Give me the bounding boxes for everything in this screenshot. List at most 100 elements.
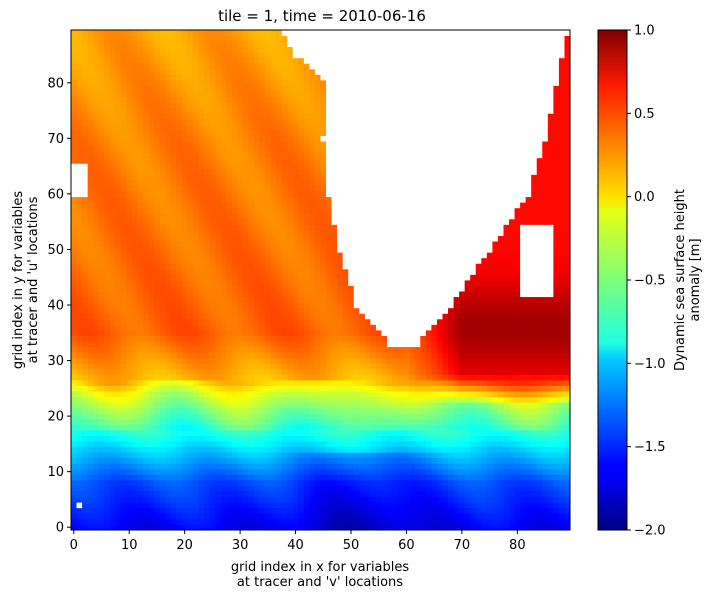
- heatmap-cell: [431, 341, 438, 348]
- heatmap-cell: [76, 257, 83, 264]
- land-cell: [464, 235, 471, 242]
- heatmap-cell: [292, 374, 299, 381]
- heatmap-cell: [370, 324, 377, 331]
- heatmap-cell: [82, 324, 89, 331]
- heatmap-cell: [509, 280, 515, 286]
- land-cell: [392, 330, 399, 336]
- heatmap-cell: [497, 380, 504, 386]
- heatmap-cell: [148, 335, 155, 342]
- heatmap-cell: [303, 324, 310, 331]
- land-cell: [403, 246, 410, 253]
- heatmap-cell: [198, 391, 205, 398]
- heatmap-cell: [425, 496, 432, 503]
- land-cell: [381, 280, 388, 286]
- heatmap-cell: [287, 368, 294, 375]
- heatmap-cell: [131, 513, 138, 520]
- heatmap-cell: [231, 485, 238, 492]
- heatmap-cell: [192, 380, 199, 386]
- heatmap-cell: [387, 524, 393, 531]
- heatmap-cell: [481, 263, 488, 270]
- land-cell: [420, 302, 427, 309]
- heatmap-cell: [165, 418, 172, 425]
- land-cell: [337, 230, 344, 236]
- heatmap-cell: [76, 252, 83, 259]
- heatmap-cell: [536, 485, 543, 492]
- heatmap-cell: [436, 413, 443, 420]
- land-cell: [425, 257, 432, 264]
- heatmap-cell: [547, 507, 554, 514]
- heatmap-cell: [497, 246, 504, 253]
- heatmap-cell: [486, 252, 493, 259]
- heatmap-cell: [270, 468, 277, 475]
- heatmap-cell: [398, 374, 405, 381]
- heatmap-cell: [76, 330, 83, 336]
- land-cell: [403, 274, 410, 281]
- heatmap-cell: [143, 435, 150, 442]
- heatmap-cell: [181, 324, 188, 331]
- heatmap-cell: [71, 280, 77, 286]
- heatmap-cell: [398, 363, 405, 370]
- heatmap-cell: [253, 274, 260, 281]
- heatmap-cell: [170, 230, 177, 236]
- heatmap-cell: [442, 513, 449, 520]
- heatmap-cell: [381, 363, 388, 370]
- heatmap-cell: [348, 418, 355, 425]
- heatmap-cell: [536, 296, 543, 303]
- heatmap-cell: [98, 263, 105, 270]
- heatmap-cell: [131, 491, 138, 498]
- heatmap-cell: [514, 285, 521, 292]
- heatmap-cell: [486, 280, 493, 286]
- heatmap-cell: [353, 485, 360, 492]
- heatmap-cell: [126, 418, 133, 425]
- heatmap-cell: [398, 402, 405, 409]
- heatmap-cell: [309, 280, 316, 286]
- heatmap-cell: [259, 435, 266, 442]
- heatmap-cell: [265, 307, 271, 314]
- heatmap-cell: [281, 380, 288, 386]
- heatmap-cell: [93, 474, 100, 481]
- heatmap-cell: [359, 518, 366, 525]
- heatmap-cell: [159, 402, 166, 409]
- heatmap-cell: [403, 346, 410, 353]
- heatmap-cell: [93, 485, 100, 492]
- heatmap-cell: [298, 313, 305, 320]
- heatmap-cell: [87, 274, 94, 281]
- heatmap-cell: [242, 330, 249, 336]
- heatmap-cell: [342, 352, 349, 359]
- heatmap-cell: [558, 335, 565, 342]
- heatmap-cell: [248, 252, 255, 259]
- heatmap-cell: [298, 424, 305, 431]
- land-cell: [398, 246, 405, 253]
- heatmap-cell: [320, 346, 327, 353]
- heatmap-cell: [76, 468, 83, 475]
- heatmap-cell: [536, 424, 543, 431]
- land-cell: [470, 224, 477, 231]
- heatmap-cell: [353, 385, 360, 392]
- heatmap-cell: [448, 491, 454, 498]
- heatmap-cell: [320, 430, 327, 436]
- heatmap-cell: [303, 241, 310, 248]
- heatmap-cell: [231, 363, 238, 370]
- heatmap-cell: [403, 518, 410, 525]
- heatmap-cell: [187, 246, 194, 253]
- heatmap-cell: [320, 302, 327, 309]
- heatmap-cell: [198, 352, 205, 359]
- heatmap-cell: [331, 485, 338, 492]
- heatmap-cell: [392, 502, 399, 509]
- heatmap-cell: [226, 318, 233, 325]
- heatmap-cell: [104, 413, 111, 420]
- heatmap-cell: [170, 402, 177, 409]
- heatmap-cell: [198, 341, 205, 348]
- heatmap-cell: [115, 224, 122, 231]
- heatmap-cell: [82, 502, 89, 509]
- heatmap-cell: [564, 418, 571, 425]
- heatmap-cell: [520, 463, 527, 470]
- land-cell: [425, 274, 432, 281]
- heatmap-cell: [564, 241, 571, 248]
- heatmap-cell: [259, 502, 266, 509]
- heatmap-cell: [159, 468, 166, 475]
- heatmap-cell: [87, 257, 94, 264]
- heatmap-cell: [509, 518, 515, 525]
- land-cell: [531, 246, 538, 253]
- heatmap-cell: [398, 457, 405, 464]
